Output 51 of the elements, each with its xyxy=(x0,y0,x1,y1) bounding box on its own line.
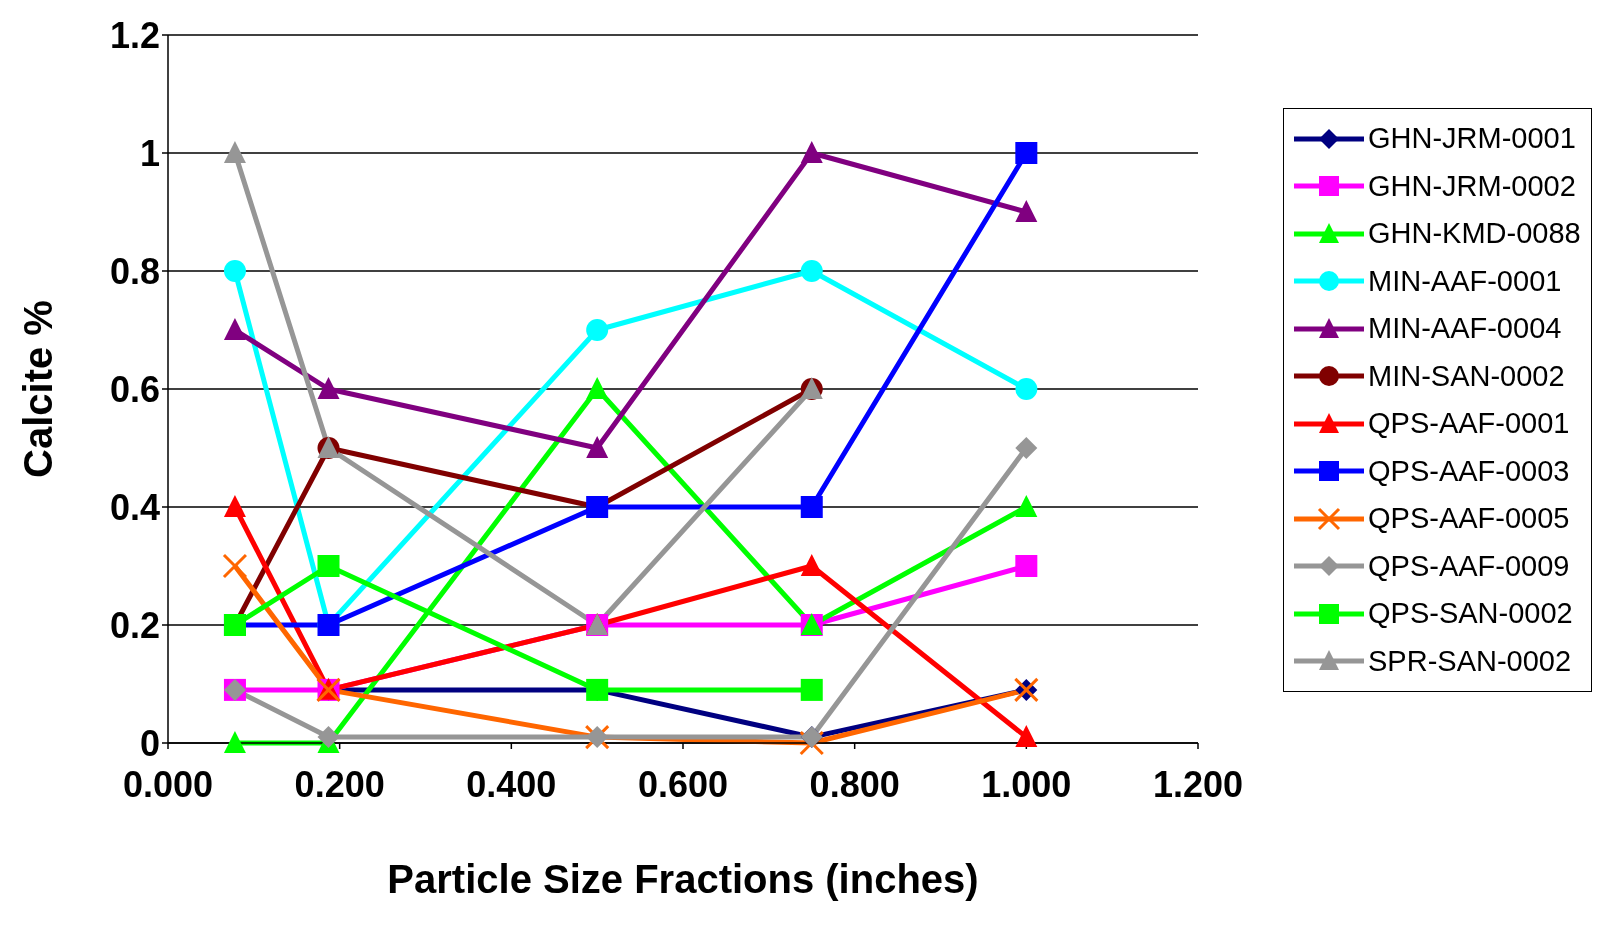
point xyxy=(1015,199,1038,222)
point xyxy=(586,319,609,341)
legend-label: MIN-AAF-0001 xyxy=(1368,264,1562,298)
point xyxy=(223,730,246,753)
point xyxy=(223,260,246,282)
legend-label: QPS-AAF-0005 xyxy=(1368,502,1570,536)
x-tick-label: 1.200 xyxy=(1152,763,1244,805)
x-tick-label: 0.800 xyxy=(809,763,900,805)
point xyxy=(1015,378,1038,400)
x-tick-label: 0.000 xyxy=(122,763,214,805)
point xyxy=(586,376,609,399)
point xyxy=(1015,142,1038,164)
x-tick-label: 0.200 xyxy=(294,763,385,805)
legend-label: MIN-AAF-0004 xyxy=(1368,312,1562,346)
point xyxy=(223,140,246,163)
legend-label: GHN-JRM-0002 xyxy=(1368,169,1576,203)
y-tick-label: 0.4 xyxy=(109,486,160,528)
x-axis-title: Particle Size Fractions (inches) xyxy=(387,857,979,901)
point xyxy=(317,555,340,577)
y-tick-label: 0 xyxy=(139,722,160,764)
y-tick-label: 0.8 xyxy=(109,250,160,292)
point xyxy=(1015,494,1038,517)
point xyxy=(317,376,340,399)
legend-label: MIN-SAN-0002 xyxy=(1368,359,1565,393)
y-tick-label: 1.2 xyxy=(109,14,160,56)
point xyxy=(800,260,823,282)
point xyxy=(800,496,823,518)
x-tick-label: 0.600 xyxy=(637,763,729,805)
x-tick-label: 1.000 xyxy=(981,763,1072,805)
point xyxy=(223,494,246,517)
point xyxy=(1015,725,1038,747)
y-tick-label: 0.2 xyxy=(109,604,160,646)
legend-label: QPS-AAF-0003 xyxy=(1368,454,1570,488)
legend-label: QPS-SAN-0002 xyxy=(1368,597,1573,631)
point xyxy=(586,435,609,458)
point xyxy=(1015,555,1038,577)
y-axis-title: Calcite % xyxy=(16,300,61,478)
point xyxy=(223,317,246,340)
point xyxy=(800,678,823,701)
legend-label: GHN-JRM-0001 xyxy=(1368,122,1576,156)
y-tick-label: 0.6 xyxy=(109,368,160,410)
legend-label: SPR-SAN-0002 xyxy=(1368,644,1572,678)
legend-label: QPS-AAF-0001 xyxy=(1368,407,1570,441)
y-tick-label: 1 xyxy=(139,132,160,174)
point xyxy=(800,140,823,163)
point xyxy=(222,553,248,579)
point xyxy=(800,553,823,576)
legend-label: QPS-AAF-0009 xyxy=(1368,549,1570,583)
legend-label: GHN-KMD-0088 xyxy=(1368,217,1581,251)
x-tick-label: 0.400 xyxy=(466,763,557,805)
point xyxy=(1015,437,1038,459)
